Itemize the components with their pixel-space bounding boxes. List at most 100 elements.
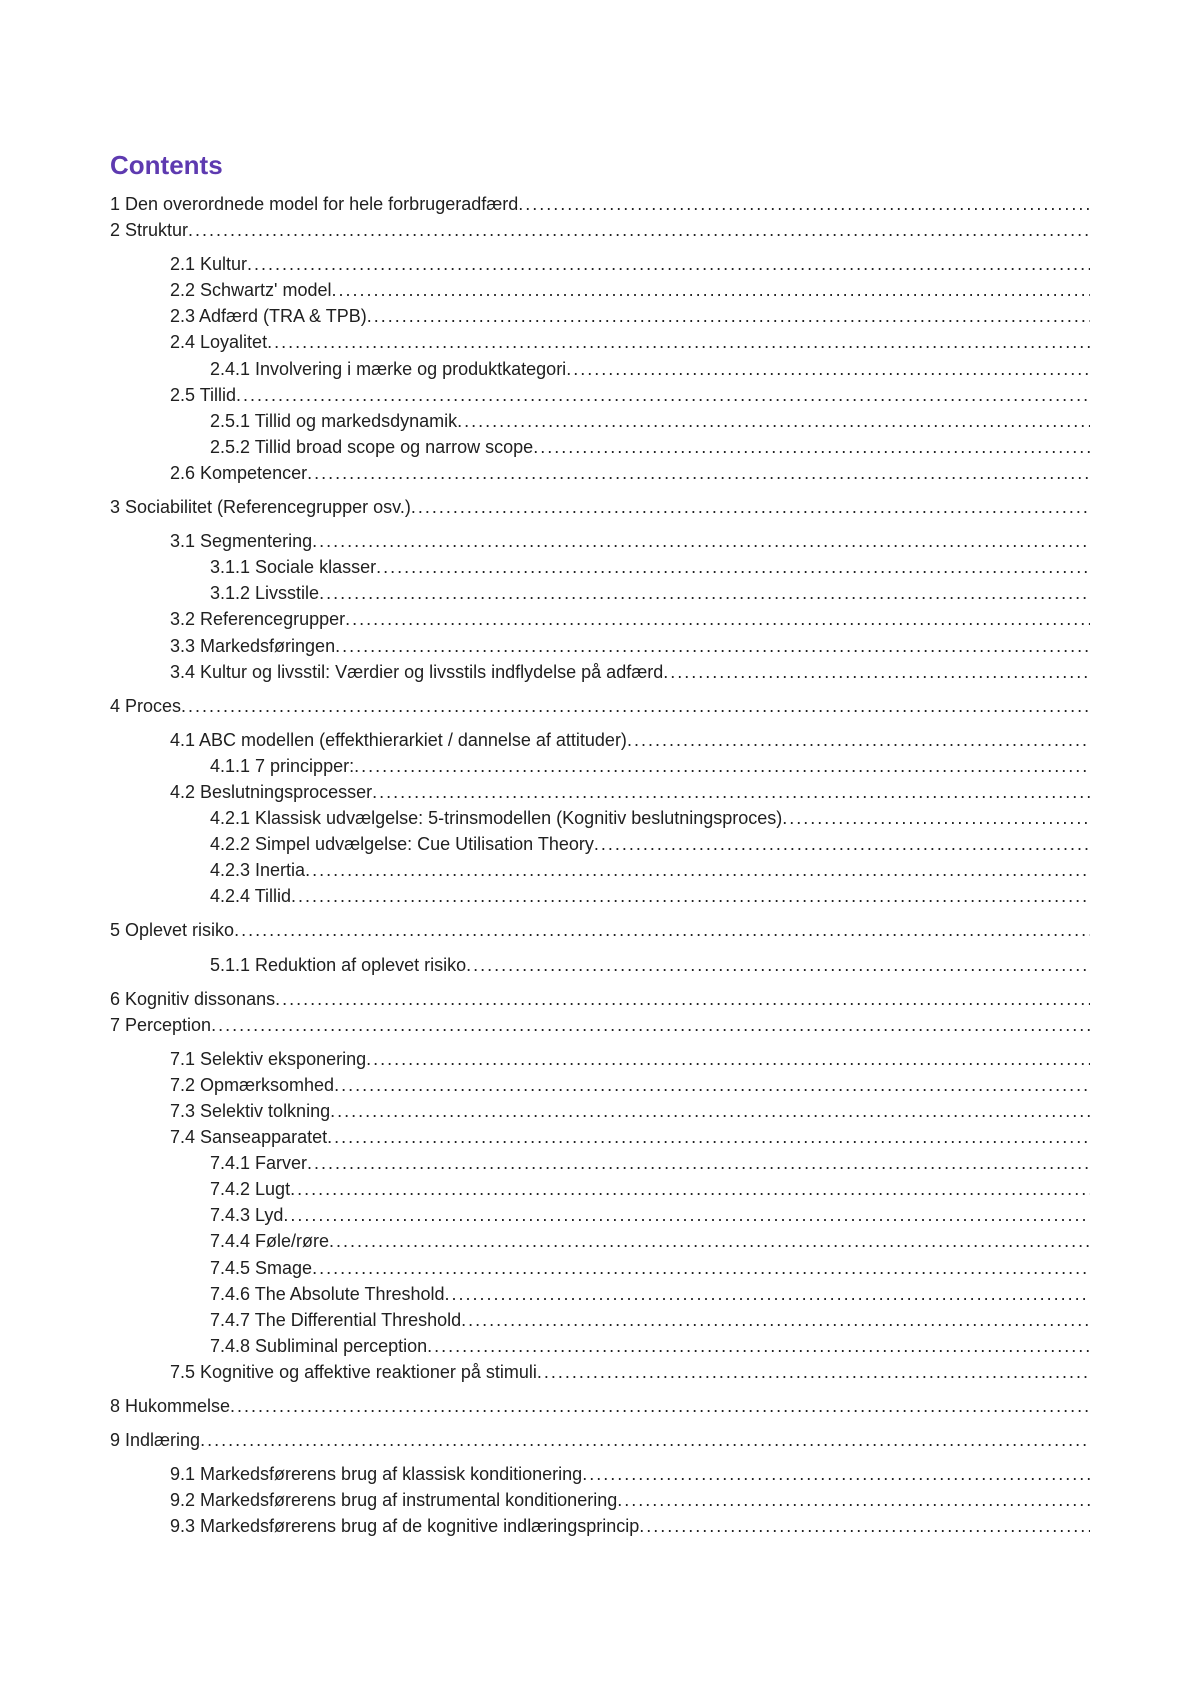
toc-entry-dotleader: ........................................… xyxy=(230,1393,1090,1419)
toc-entry[interactable]: 4.2 Beslutningsprocesser................… xyxy=(110,779,1090,805)
toc-entry[interactable]: 7.2 Opmærksomhed........................… xyxy=(110,1072,1090,1098)
toc-entry-label: 3.4 Kultur og livsstil: Værdier og livss… xyxy=(170,659,663,685)
toc-entry-dotleader: ........................................… xyxy=(461,1307,1090,1333)
toc-entry[interactable]: 7.5 Kognitive og affektive reaktioner på… xyxy=(110,1359,1090,1385)
toc-entry-dotleader: ........................................… xyxy=(372,779,1090,805)
toc-entry[interactable]: 7 Perception............................… xyxy=(110,1012,1090,1038)
toc-spacer xyxy=(110,1038,1090,1046)
toc-entry[interactable]: 2.5.1 Tillid og markedsdynamik..........… xyxy=(110,408,1090,434)
toc-entry-label: 7.4.7 The Differential Threshold xyxy=(210,1307,461,1333)
toc-entry-label: 7.4.6 The Absolute Threshold xyxy=(210,1281,445,1307)
toc-entry-label: 2 Struktur xyxy=(110,217,188,243)
toc-entry[interactable]: 2.5.2 Tillid broad scope og narrow scope… xyxy=(110,434,1090,460)
toc-entry[interactable]: 3.2 Referencegrupper....................… xyxy=(110,606,1090,632)
toc-entry-dotleader: ........................................… xyxy=(305,857,1090,883)
toc-entry-label: 7.4 Sanseapparatet xyxy=(170,1124,327,1150)
toc-entry[interactable]: 4.2.1 Klassisk udvælgelse: 5-trinsmodell… xyxy=(110,805,1090,831)
toc-entry[interactable]: 3 Sociabilitet (Referencegrupper osv.)..… xyxy=(110,494,1090,520)
toc-entry-label: 4 Proces xyxy=(110,693,181,719)
toc-entry[interactable]: 6 Kognitiv dissonans....................… xyxy=(110,986,1090,1012)
toc-entry[interactable]: 2.3 Adfærd (TRA & TPB)..................… xyxy=(110,303,1090,329)
toc-entry[interactable]: 7.1 Selektiv eksponering................… xyxy=(110,1046,1090,1072)
toc-entry-dotleader: ........................................… xyxy=(334,1072,1090,1098)
toc-entry[interactable]: 2.4.1 Involvering i mærke og produktkate… xyxy=(110,356,1090,382)
toc-entry-label: 2.5.2 Tillid broad scope og narrow scope xyxy=(210,434,533,460)
toc-entry[interactable]: 4.2.2 Simpel udvælgelse: Cue Utilisation… xyxy=(110,831,1090,857)
toc-entry[interactable]: 3.1 Segmentering........................… xyxy=(110,528,1090,554)
toc-entry[interactable]: 8 Hukommelse............................… xyxy=(110,1393,1090,1419)
toc-entry[interactable]: 7.4.5 Smage.............................… xyxy=(110,1255,1090,1281)
toc-entry-label: 7 Perception xyxy=(110,1012,211,1038)
toc-entry-label: 3.1.2 Livsstile xyxy=(210,580,319,606)
toc-entry[interactable]: 1 Den overordnede model for hele forbrug… xyxy=(110,191,1090,217)
toc-entry[interactable]: 3.4 Kultur og livsstil: Værdier og livss… xyxy=(110,659,1090,685)
toc-entry-label: 9.3 Markedsførerens brug af de kognitive… xyxy=(170,1513,639,1539)
toc-entry-label: 4.1 ABC modellen (effekthierarkiet / dan… xyxy=(170,727,627,753)
toc-entry-dotleader: ........................................… xyxy=(345,606,1090,632)
toc-entry-dotleader: ........................................… xyxy=(335,633,1090,659)
toc-entry[interactable]: 2.4 Loyalitet...........................… xyxy=(110,329,1090,355)
toc-entry[interactable]: 2 Struktur..............................… xyxy=(110,217,1090,243)
toc-entry-label: 3.2 Referencegrupper xyxy=(170,606,345,632)
toc-entry[interactable]: 3.1.1 Sociale klasser...................… xyxy=(110,554,1090,580)
toc-entry[interactable]: 4 Proces................................… xyxy=(110,693,1090,719)
toc-entry-label: 2.3 Adfærd (TRA & TPB) xyxy=(170,303,367,329)
toc-entry-dotleader: ........................................… xyxy=(566,356,1090,382)
toc-entry[interactable]: 9.2 Markedsførerens brug af instrumental… xyxy=(110,1487,1090,1513)
toc-entry-label: 3.1.1 Sociale klasser xyxy=(210,554,376,580)
toc-entry[interactable]: 7.4.7 The Differential Threshold........… xyxy=(110,1307,1090,1333)
toc-entry-dotleader: ........................................… xyxy=(236,382,1090,408)
toc-entry[interactable]: 2.1 Kultur..............................… xyxy=(110,251,1090,277)
toc-entry-label: 2.2 Schwartz' model xyxy=(170,277,332,303)
toc-entry[interactable]: 7.4.1 Farver............................… xyxy=(110,1150,1090,1176)
table-of-contents: 1 Den overordnede model for hele forbrug… xyxy=(110,191,1090,1540)
toc-entry[interactable]: 9 Indlæring.............................… xyxy=(110,1427,1090,1453)
toc-spacer xyxy=(110,909,1090,917)
toc-entry[interactable]: 4.2.4 Tillid............................… xyxy=(110,883,1090,909)
toc-entry-dotleader: ........................................… xyxy=(319,580,1090,606)
toc-entry-dotleader: ........................................… xyxy=(290,1176,1090,1202)
toc-entry-dotleader: ........................................… xyxy=(617,1487,1090,1513)
toc-entry[interactable]: 5.1.1 Reduktion af oplevet risiko.......… xyxy=(110,952,1090,978)
toc-entry[interactable]: 3.1.2 Livsstile.........................… xyxy=(110,580,1090,606)
toc-entry-label: 3.3 Markedsføringen xyxy=(170,633,335,659)
toc-entry-label: 2.6 Kompetencer xyxy=(170,460,307,486)
toc-entry-dotleader: ........................................… xyxy=(639,1513,1090,1539)
toc-entry-dotleader: ........................................… xyxy=(367,303,1090,329)
toc-entry[interactable]: 9.1 Markedsførerens brug af klassisk kon… xyxy=(110,1461,1090,1487)
toc-entry[interactable]: 4.2.3 Inertia...........................… xyxy=(110,857,1090,883)
toc-entry[interactable]: 2.5 Tillid..............................… xyxy=(110,382,1090,408)
toc-entry-dotleader: ........................................… xyxy=(312,528,1090,554)
toc-spacer xyxy=(110,1453,1090,1461)
toc-entry[interactable]: 4.1.1 7 principper:.....................… xyxy=(110,753,1090,779)
toc-entry-dotleader: ........................................… xyxy=(211,1012,1090,1038)
toc-entry-dotleader: ........................................… xyxy=(354,753,1090,779)
toc-entry[interactable]: 7.4.2 Lugt..............................… xyxy=(110,1176,1090,1202)
toc-entry[interactable]: 4.1 ABC modellen (effekthierarkiet / dan… xyxy=(110,727,1090,753)
toc-entry[interactable]: 7.3 Selektiv tolkning...................… xyxy=(110,1098,1090,1124)
toc-entry[interactable]: 7.4.6 The Absolute Threshold............… xyxy=(110,1281,1090,1307)
toc-entry-label: 7.3 Selektiv tolkning xyxy=(170,1098,330,1124)
toc-entry-label: 6 Kognitiv dissonans xyxy=(110,986,275,1012)
toc-entry-dotleader: ........................................… xyxy=(411,494,1090,520)
toc-entry-label: 5.1.1 Reduktion af oplevet risiko xyxy=(210,952,466,978)
toc-entry[interactable]: 9.3 Markedsførerens brug af de kognitive… xyxy=(110,1513,1090,1539)
toc-entry-dotleader: ........................................… xyxy=(329,1228,1090,1254)
toc-entry-dotleader: ........................................… xyxy=(594,831,1090,857)
toc-entry[interactable]: 2.6 Kompetencer.........................… xyxy=(110,460,1090,486)
toc-entry[interactable]: 7.4.8 Subliminal perception.............… xyxy=(110,1333,1090,1359)
toc-entry[interactable]: 3.3 Markedsføringen.....................… xyxy=(110,633,1090,659)
toc-entry-label: 2.4.1 Involvering i mærke og produktkate… xyxy=(210,356,566,382)
toc-entry-label: 9.2 Markedsførerens brug af instrumental… xyxy=(170,1487,617,1513)
toc-entry-label: 4.2.4 Tillid xyxy=(210,883,291,909)
toc-entry[interactable]: 5 Oplevet risiko........................… xyxy=(110,917,1090,943)
toc-entry-dotleader: ........................................… xyxy=(312,1255,1090,1281)
toc-entry[interactable]: 2.2 Schwartz' model.....................… xyxy=(110,277,1090,303)
toc-entry-dotleader: ........................................… xyxy=(291,883,1090,909)
toc-entry[interactable]: 7.4.4 Føle/røre.........................… xyxy=(110,1228,1090,1254)
toc-entry-label: 7.4.8 Subliminal perception xyxy=(210,1333,427,1359)
toc-entry[interactable]: 7.4 Sanseapparatet......................… xyxy=(110,1124,1090,1150)
toc-entry-label: 5 Oplevet risiko xyxy=(110,917,234,943)
toc-entry[interactable]: 7.4.3 Lyd...............................… xyxy=(110,1202,1090,1228)
toc-entry-label: 4.2.3 Inertia xyxy=(210,857,305,883)
